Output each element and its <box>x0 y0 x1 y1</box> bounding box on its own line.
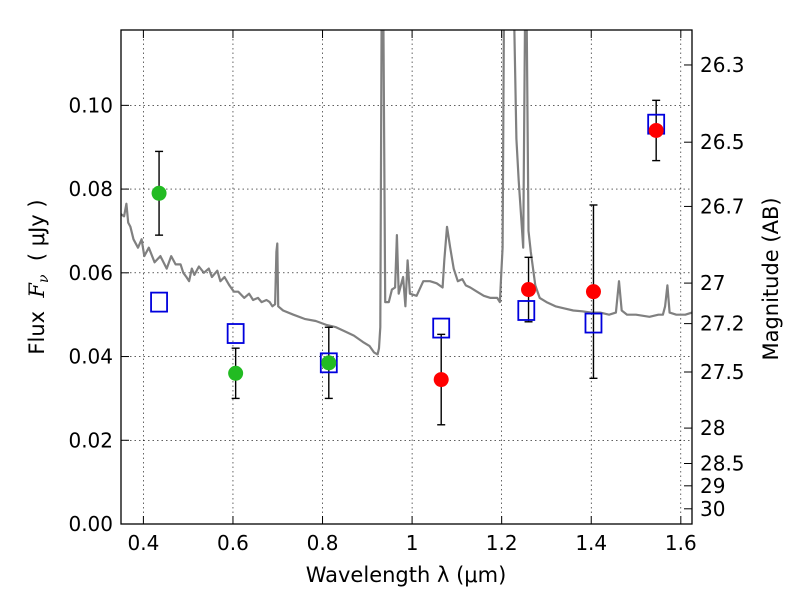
y-tick-label: 0.02 <box>68 428 113 452</box>
y-tick-label: 0.04 <box>68 345 113 369</box>
x-tick-label: 0.6 <box>217 531 249 555</box>
y-tick-label: 0.00 <box>68 512 113 536</box>
model-photometry-point <box>226 323 245 344</box>
optical-point <box>151 185 167 201</box>
magnitude-tick-label: 26.5 <box>700 130 745 154</box>
y-axis-label: Flux Fν ( μJy ) <box>25 199 52 354</box>
y-axis-label-prefix: Flux <box>25 298 49 355</box>
model-photometry-point <box>432 317 451 339</box>
model-photometry-point <box>150 291 168 313</box>
magnitude-axis-label: Magnitude (AB) <box>759 197 783 360</box>
x-tick-label: 0.8 <box>307 531 339 555</box>
magnitude-tick-label: 30 <box>700 497 725 521</box>
sed-model-line <box>121 30 692 356</box>
nir-point <box>433 372 449 388</box>
x-tick-label: 0.4 <box>127 531 159 555</box>
x-axis-label: Wavelength λ (μm) <box>306 563 507 587</box>
x-tick-label: 1.6 <box>665 531 697 555</box>
model-photometry-point <box>319 352 338 374</box>
x-axis: 0.4 0.6 0.8 1 1.2 1.4 1.6 <box>127 30 697 555</box>
y-axis-label-symbol: F <box>25 282 49 299</box>
optical-point <box>228 365 244 381</box>
x-tick-label: 1.4 <box>575 531 607 555</box>
y-tick-label: 0.08 <box>68 177 113 201</box>
magnitude-tick-label: 28.5 <box>700 451 745 475</box>
y-tick-label: 0.10 <box>68 93 113 117</box>
magnitude-tick-label: 28 <box>700 416 725 440</box>
y-axis: 0.00 0.02 0.04 0.06 0.08 0.10 <box>68 93 129 536</box>
model-photometry-point <box>584 312 603 334</box>
magnitude-tick-label: 27 <box>700 271 725 295</box>
magnitude-tick-label: 27.5 <box>700 360 745 384</box>
x-tick-label: 1.2 <box>486 531 518 555</box>
magnitude-tick-label: 27.2 <box>700 312 745 336</box>
magnitude-tick-label: 26.7 <box>700 194 745 218</box>
magnitude-tick-label: 26.3 <box>700 53 745 77</box>
y-axis-label-suffix: ( μJy ) <box>25 199 49 274</box>
y-axis-label-subscript: ν <box>36 274 52 283</box>
magnitude-tick-label: 29 <box>700 474 725 498</box>
model-photometry-point <box>517 300 536 321</box>
plot-frame <box>120 29 693 525</box>
optical-point <box>321 355 337 371</box>
x-tick-label: 1 <box>406 531 419 555</box>
sed-model-layer <box>121 30 692 356</box>
data-points-layer <box>150 99 666 426</box>
nir-point <box>648 122 664 138</box>
nir-point <box>585 284 601 300</box>
nir-point <box>521 282 537 298</box>
y-tick-label: 0.06 <box>68 261 113 285</box>
